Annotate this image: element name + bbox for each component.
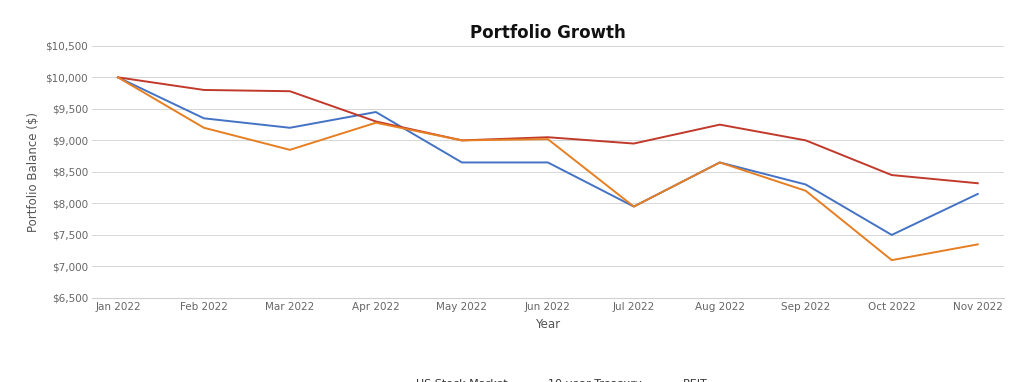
US Stock Market bbox=[112, 75, 124, 80]
Title: Portfolio Growth: Portfolio Growth bbox=[470, 24, 626, 42]
Line: US Stock Market: US Stock Market bbox=[118, 77, 978, 235]
X-axis label: Year: Year bbox=[536, 318, 560, 331]
US Stock Market bbox=[370, 110, 382, 114]
10-year Treasury bbox=[456, 138, 468, 143]
10-year Treasury bbox=[370, 119, 382, 124]
REIT bbox=[628, 204, 640, 209]
US Stock Market bbox=[284, 126, 296, 130]
10-year Treasury bbox=[198, 87, 210, 92]
US Stock Market bbox=[886, 233, 898, 237]
10-year Treasury bbox=[972, 181, 984, 186]
REIT bbox=[542, 137, 554, 141]
10-year Treasury bbox=[628, 141, 640, 146]
Y-axis label: Portfolio Balance ($): Portfolio Balance ($) bbox=[27, 112, 40, 232]
REIT bbox=[370, 120, 382, 125]
REIT bbox=[800, 189, 812, 193]
REIT bbox=[284, 147, 296, 152]
10-year Treasury bbox=[714, 122, 726, 127]
10-year Treasury bbox=[800, 138, 812, 143]
US Stock Market bbox=[628, 204, 640, 209]
10-year Treasury bbox=[886, 173, 898, 177]
REIT bbox=[714, 160, 726, 165]
REIT bbox=[198, 126, 210, 130]
US Stock Market bbox=[542, 160, 554, 165]
US Stock Market bbox=[198, 116, 210, 121]
Legend: US Stock Market, 10-year Treasury, REIT: US Stock Market, 10-year Treasury, REIT bbox=[383, 374, 713, 382]
REIT bbox=[456, 138, 468, 143]
REIT bbox=[886, 258, 898, 262]
10-year Treasury bbox=[112, 75, 124, 80]
REIT bbox=[112, 75, 124, 80]
Line: REIT: REIT bbox=[118, 77, 978, 260]
US Stock Market bbox=[972, 192, 984, 196]
10-year Treasury bbox=[542, 135, 554, 139]
REIT bbox=[972, 242, 984, 247]
Line: 10-year Treasury: 10-year Treasury bbox=[118, 77, 978, 183]
US Stock Market bbox=[800, 182, 812, 187]
US Stock Market bbox=[714, 160, 726, 165]
US Stock Market bbox=[456, 160, 468, 165]
10-year Treasury bbox=[284, 89, 296, 94]
